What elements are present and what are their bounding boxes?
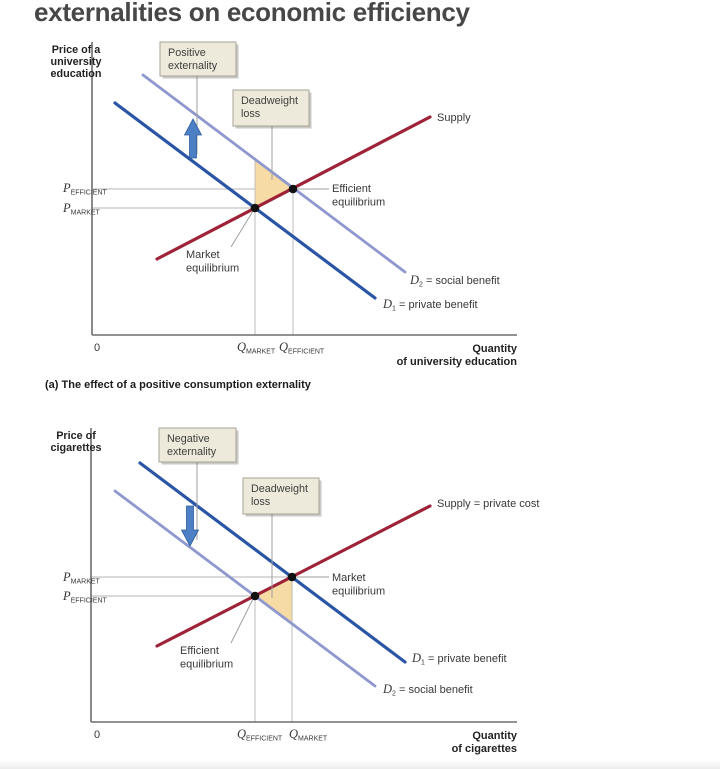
panel-b-market-equilibrium-quantity-label: QMARKET: [289, 727, 328, 743]
panel-a-demand-shift-arrow-up-icon: [183, 118, 203, 159]
panel-b-d2-social-benefit-line: [113, 489, 377, 688]
figure-title: externalities on economic efficiency: [34, 0, 470, 27]
panel-a-deadweight-loss-callout-text-line-2: loss: [241, 108, 261, 120]
panel-b-x-axis-title-line-1: Quantity: [472, 730, 517, 742]
panel-a-d1-private-benefit-label: D1 = private benefit: [382, 297, 478, 313]
panel-a-d2-social-benefit-line: [141, 73, 407, 274]
panel-b-efficient-equilibrium-leader: [230, 598, 254, 644]
panel-a-positive-externality-callout-box: [159, 41, 237, 77]
panel-a-positive-externality-callout-text-line-2: externality: [168, 60, 218, 72]
panel-a-x-axis-title-line-1: Quantity: [472, 343, 517, 355]
panel-a-market-equilibrium-leader: [230, 210, 254, 248]
panel-b-origin-label: 0: [94, 729, 100, 741]
panel-a-y-axis-title-line-3: education: [51, 68, 102, 80]
panel-b-x-axis-title-line-2: of cigarettes: [452, 743, 517, 755]
panel-b-y-axis-title-line-2: cigarettes: [50, 442, 101, 454]
panel-a-caption: (a) The effect of a positive consumption…: [45, 379, 311, 391]
panel-a-market-equilibrium-price-label: PMARKET: [62, 201, 101, 217]
panel-a-d2-social-benefit-label: D2 = social benefit: [409, 273, 500, 289]
panel-b-market-equilibrium-dot: [287, 572, 297, 582]
panel-b-market-equilibrium-price-label: PMARKET: [62, 570, 101, 586]
panel-a-efficient-equilibrium-dot: [288, 184, 298, 194]
panel-a-efficient-equilibrium-price-label: PEFFICIENT: [62, 181, 108, 197]
panel-b-deadweight-loss-callout-text-line-2: loss: [251, 496, 271, 508]
panel-a-supply-label: Supply: [437, 112, 471, 124]
panel-b-negative-externality-callout-text-line-2: externality: [167, 446, 217, 458]
panel-b-efficient-equilibrium-dot: [250, 591, 260, 601]
panel-b-market-equilibrium-label-line-2: equilibrium: [332, 586, 385, 598]
panel-b-d2-social-benefit-label: D2 = social benefit: [382, 682, 473, 698]
panel-b-negative-externality-callout-text-line-1: Negative: [167, 433, 210, 445]
panel-b-negative-externality-callout-box: [158, 427, 237, 463]
panel-a-market-equilibrium-label-line-1: Market: [186, 249, 220, 261]
panel-b-deadweight-loss-callout-box: [242, 477, 320, 515]
panel-a-market-equilibrium-label-line-2: equilibrium: [186, 263, 239, 275]
panel-a-positive-externality-callout-text-line-1: Positive: [168, 47, 206, 59]
panel-a-d1-private-benefit-line: [113, 101, 377, 300]
panel-a-y-axis-title-line-2: university: [50, 56, 101, 68]
panel-b-market-equilibrium-label-line-1: Market: [332, 572, 366, 584]
panel-a-market-equilibrium-quantity-label: QMARKET: [237, 340, 276, 356]
panel-b-d1-private-benefit-label: D1 = private benefit: [411, 651, 507, 667]
panel-a-deadweight-loss-callout-box: [232, 89, 310, 127]
panel-a-efficient-equilibrium-label-line-2: equilibrium: [332, 197, 385, 209]
panel-a-origin-label: 0: [94, 342, 100, 354]
panel-b-efficient-equilibrium-price-label: PEFFICIENT: [62, 589, 108, 605]
panel-a-deadweight-loss-callout-text-line-1: Deadweight: [241, 95, 298, 107]
panel-a-efficient-equilibrium-quantity-label: QEFFICIENT: [279, 340, 325, 356]
bottom-edge-shade: [0, 760, 720, 769]
panel-b-supply-private-cost-label: Supply = private cost: [437, 498, 539, 510]
panel-b-deadweight-loss-callout-text-line-1: Deadweight: [251, 483, 308, 495]
panel-a-y-axis-title-line-1: Price of a: [52, 44, 102, 56]
panel-a-market-equilibrium-dot: [250, 203, 260, 213]
panel-b-demand-shift-arrow-down-icon: [180, 505, 200, 547]
panel-b-efficient-equilibrium-quantity-label: QEFFICIENT: [237, 727, 283, 743]
panel-b-efficient-equilibrium-label-line-2: equilibrium: [180, 659, 233, 671]
panel-a-efficient-equilibrium-label-line-1: Efficient: [332, 183, 371, 195]
panel-b-efficient-equilibrium-label-line-1: Efficient: [180, 645, 219, 657]
panel-a-x-axis-title-line-2: of university education: [397, 356, 518, 368]
panel-b-y-axis-title-line-1: Price of: [56, 430, 96, 442]
